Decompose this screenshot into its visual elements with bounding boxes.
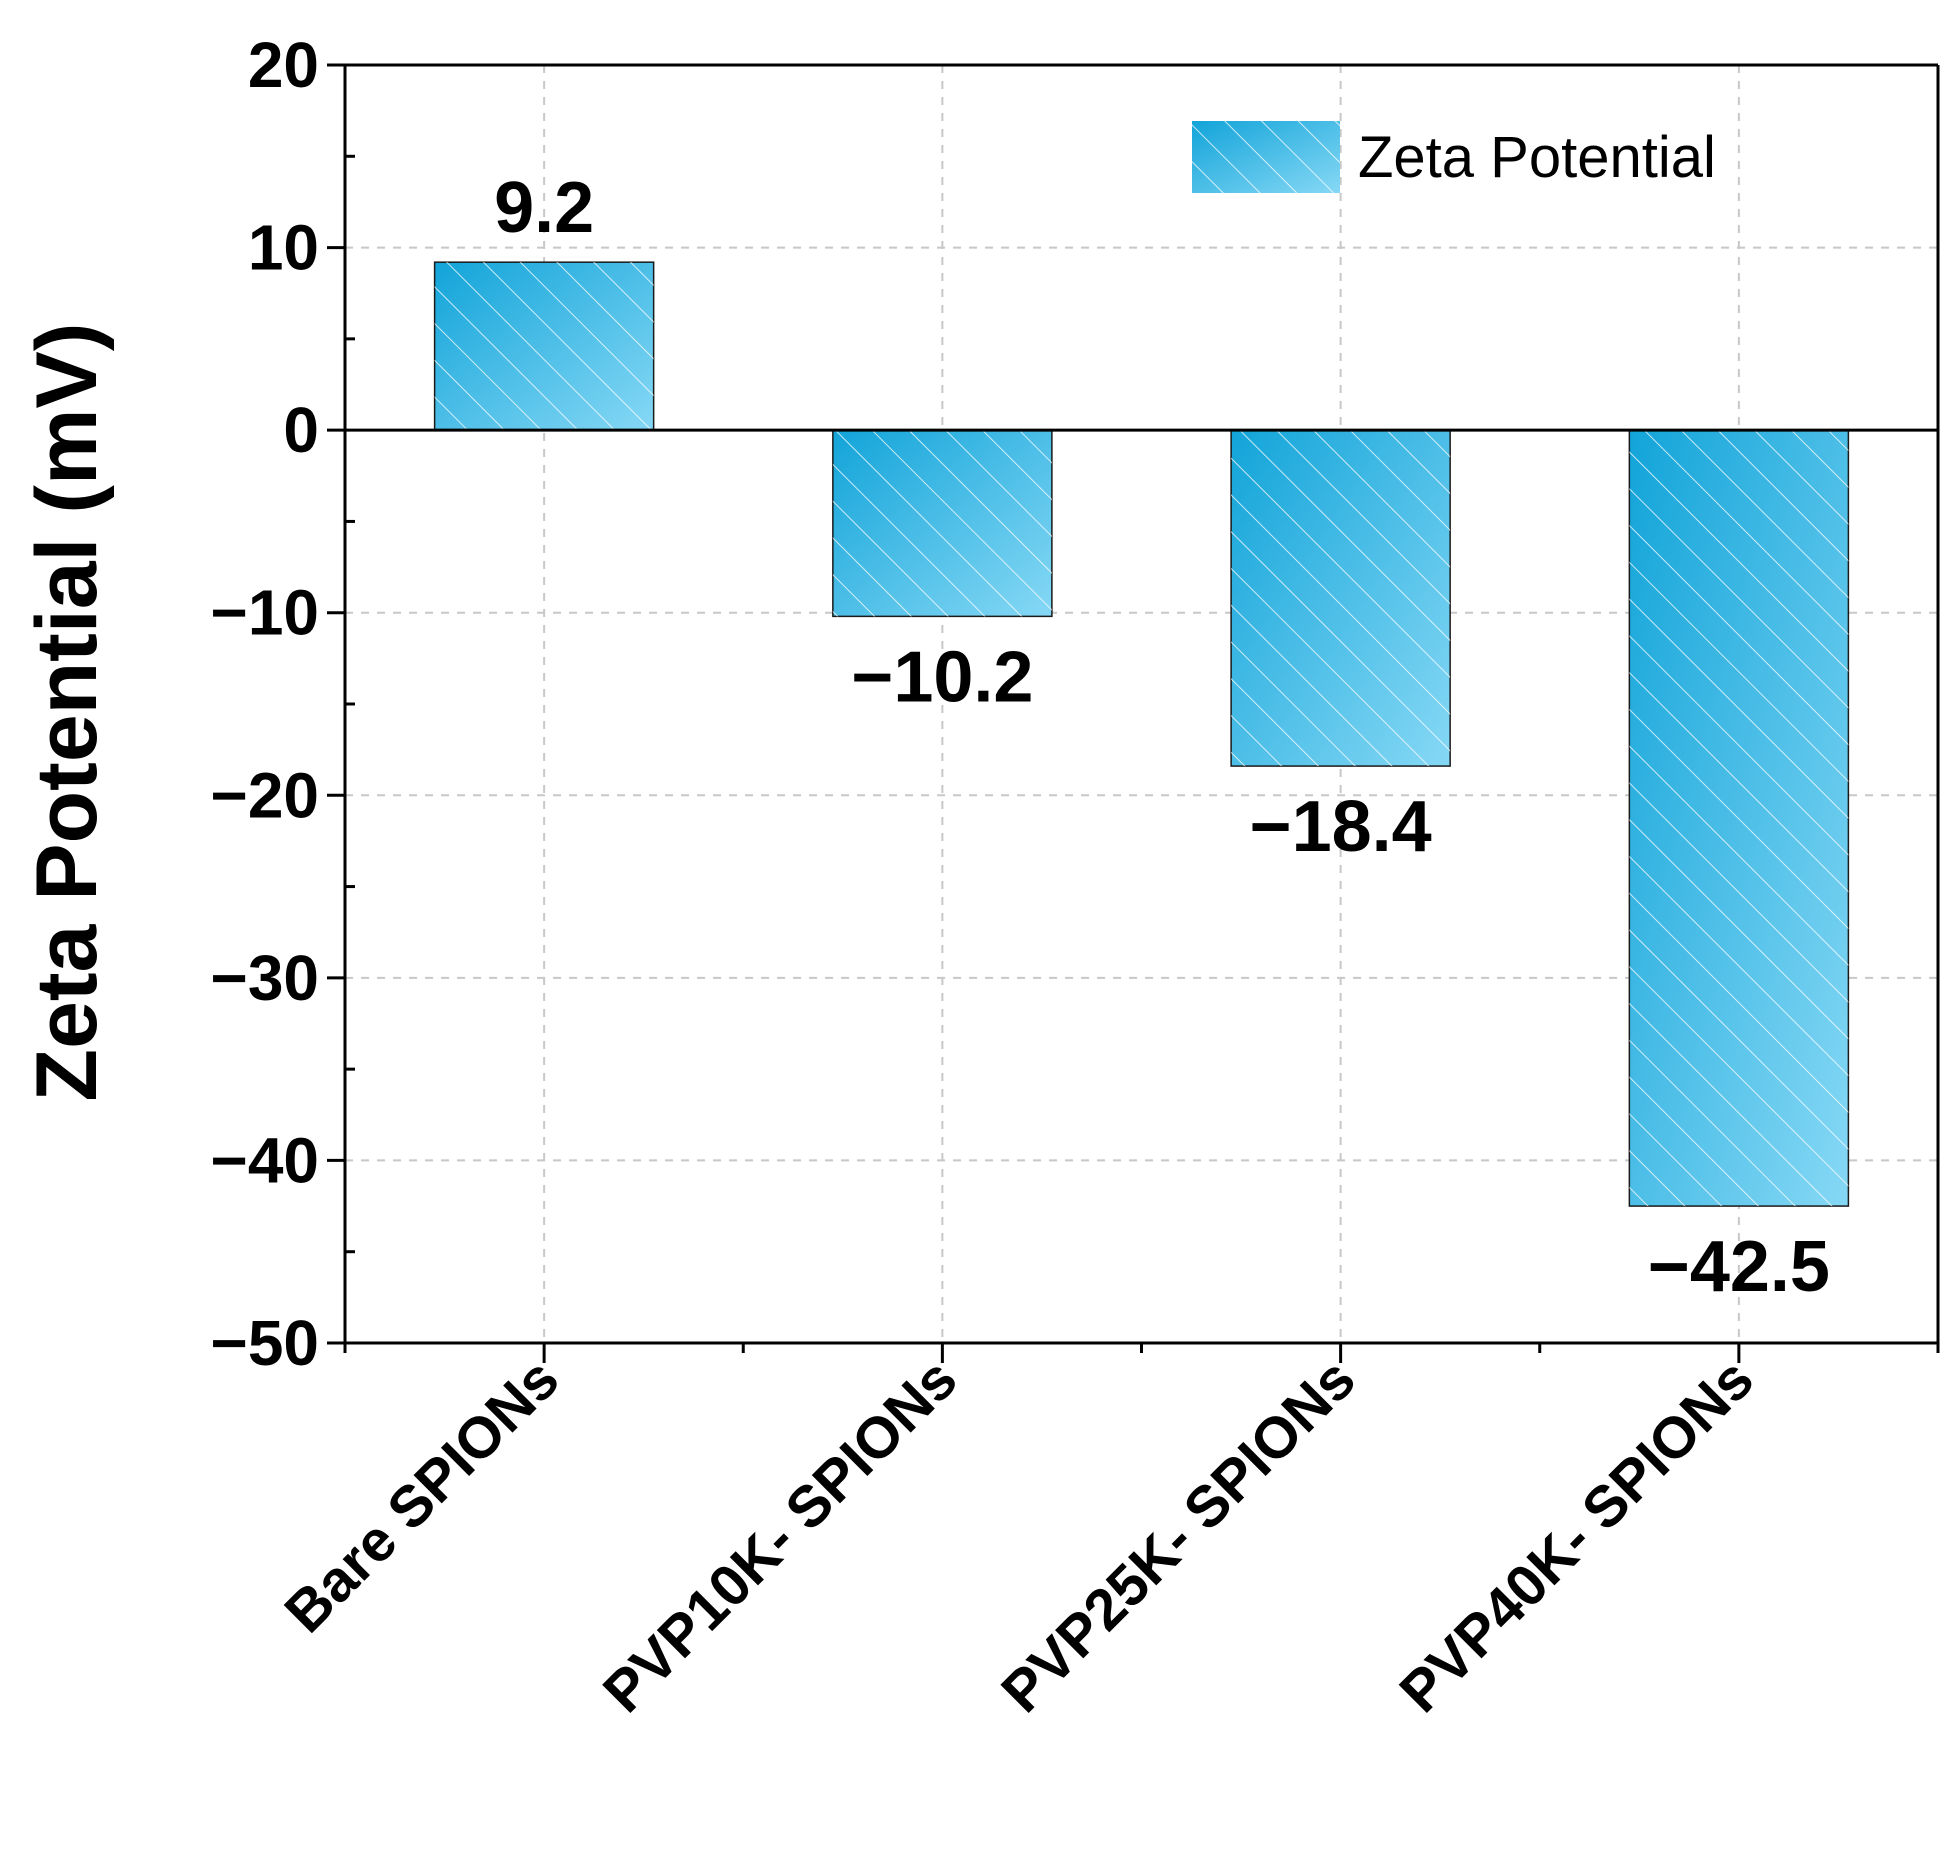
y-tick-label: −50 (210, 1307, 319, 1379)
legend: Zeta Potential (1192, 121, 1716, 193)
x-category-labels: Bare SPIONs PVP10K- SPIONs PVP25K- SPIONs P… (272, 1346, 1766, 1725)
bar-hatch (1231, 430, 1451, 767)
data-label-2: −10.2 (851, 637, 1033, 717)
data-label-3: −18.4 (1250, 787, 1432, 867)
bar-2 (832, 429, 1053, 618)
x-category-label-4: PVP40K- SPIONs (1387, 1346, 1766, 1725)
x-category-label-2: PVP10K- SPIONs (591, 1346, 970, 1725)
bar-3 (1230, 429, 1451, 767)
data-label-1: 9.2 (494, 168, 594, 248)
legend-swatch-hatch (1192, 121, 1340, 193)
y-tick-label: −10 (210, 577, 319, 649)
y-tick-label: 0 (283, 394, 319, 466)
axes (327, 63, 1940, 1363)
y-tick-label: 20 (248, 29, 319, 101)
x-category-label-1: Bare SPIONs (272, 1346, 571, 1645)
legend-label: Zeta Potential (1358, 125, 1716, 190)
bars (433, 261, 1850, 1207)
y-tick-label: −30 (210, 942, 319, 1014)
y-axis-title: Zeta Potential (mV) (19, 323, 115, 1102)
bar-hatch (832, 430, 1052, 617)
y-tick-label: −40 (210, 1124, 319, 1196)
x-category-label-3: PVP25K- SPIONs (989, 1346, 1368, 1725)
bar-hatch (434, 262, 654, 431)
data-labels: 9.2 −10.2 −18.4 −42.5 (494, 168, 1830, 1307)
data-label-4: −42.5 (1648, 1227, 1830, 1307)
y-tick-labels: 20 10 0 −10 −20 −30 −40 −50 (210, 29, 319, 1379)
bar-1 (433, 261, 655, 431)
y-tick-label: 10 (248, 212, 319, 284)
bar-hatch (1629, 430, 1849, 1207)
bar-4 (1628, 429, 1850, 1207)
y-tick-label: −20 (210, 759, 319, 831)
